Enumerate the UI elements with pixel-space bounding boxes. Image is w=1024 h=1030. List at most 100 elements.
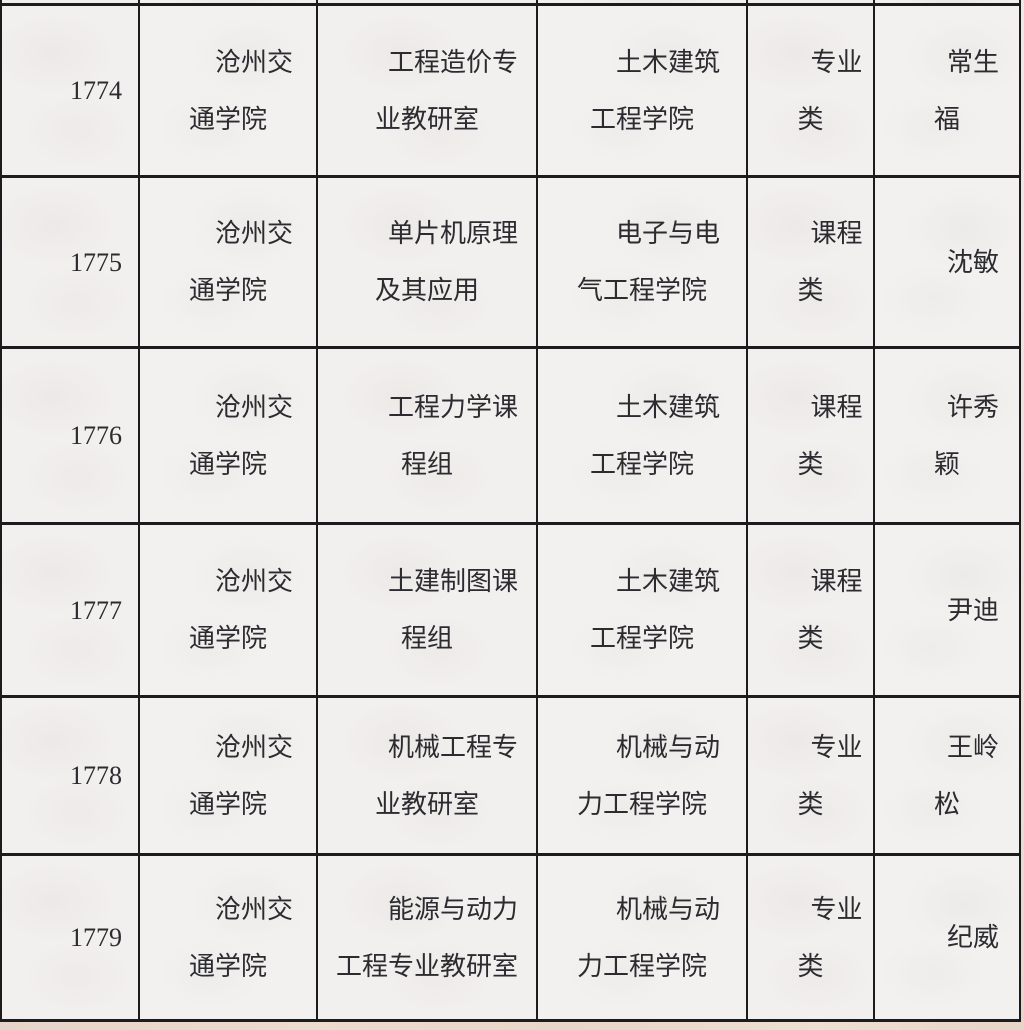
row-number-cell: 1778 — [2, 698, 140, 856]
cell-line: 类 — [797, 104, 824, 134]
cell-line: 工程力学课 — [387, 392, 518, 422]
cell-line: 课程 — [810, 392, 863, 422]
category-cell: 课程类 — [748, 178, 875, 349]
teaching-unit-cell: 工程力学课程组 — [318, 349, 538, 525]
cell-line: 类 — [797, 449, 824, 479]
college-cell: 土木建筑工程学院 — [538, 6, 748, 178]
school-cell: 沧州交通学院 — [140, 349, 318, 525]
leader-name-cell: 王岭松 — [875, 698, 1019, 856]
school-cell: 沧州交通学院 — [140, 6, 318, 178]
cell-line: 沈敏 — [946, 247, 999, 277]
cell-line: 沧州交 — [214, 567, 293, 596]
college-cell: 土木建筑工程学院 — [538, 349, 748, 525]
cell-line: 尹迪 — [946, 595, 999, 625]
teaching-unit-cell: 土建制图课 程组 — [318, 525, 538, 698]
cell-line: 专业 — [810, 47, 863, 77]
row-number-cell: 1779 — [2, 856, 140, 1022]
college-cell: 机械与动力工程学院 — [538, 698, 748, 856]
cell-line: 机械与动 — [615, 732, 720, 762]
cell-line: 业教研室 — [374, 789, 479, 819]
cell-line: 及其应用 — [374, 276, 479, 305]
school-cell: 沧州交通学院 — [140, 698, 318, 856]
cell-line: 工程专业教研室 — [335, 951, 518, 981]
category-cell: 课程类 — [748, 349, 875, 525]
row-number-cell: 1774 — [2, 6, 140, 178]
row-number-cell: 1777 — [2, 525, 140, 698]
leader-name-cell: 沈敏 — [875, 178, 1019, 349]
cropped-row-sliver-cell — [140, 0, 318, 6]
cell-line: 力工程学院 — [576, 789, 707, 819]
cell-line: 沧州交 — [214, 894, 293, 924]
cell-line: 土木建筑 — [615, 47, 720, 77]
cell-line: 机械与动 — [615, 894, 720, 924]
category-cell: 专业类 — [748, 856, 875, 1022]
college-cell: 土木建筑工程学院 — [538, 525, 748, 698]
cell-line: 工程造价专 — [387, 47, 518, 77]
cell-line: 土木建筑 — [615, 567, 720, 596]
leader-name-cell: 纪威 — [875, 856, 1019, 1022]
cell-line: 纪威 — [946, 923, 999, 952]
cropped-row-sliver-cell — [2, 0, 140, 6]
cell-line: 工程学院 — [589, 104, 694, 134]
school-cell: 沧州交通学院 — [140, 178, 318, 349]
cell-line: 通学院 — [188, 104, 267, 134]
cell-line: 福 — [933, 104, 960, 134]
cell-line: 业教研室 — [374, 104, 479, 134]
cell-line: 沧州交 — [214, 732, 293, 762]
cell-line: 单片机原理 — [387, 219, 518, 248]
cropped-row-sliver-cell — [875, 0, 1019, 6]
cell-line: 类 — [797, 624, 824, 653]
cell-line: 力工程学院 — [576, 951, 707, 981]
cell-line: 类 — [797, 951, 824, 981]
cell-line: 气工程学院 — [576, 276, 707, 305]
cell-line: 1775 — [70, 247, 122, 277]
cell-line: 颖 — [933, 449, 960, 479]
cell-line: 通学院 — [188, 624, 267, 653]
cell-line: 常生 — [946, 47, 999, 77]
cell-line: 电子与电 — [615, 219, 720, 248]
cell-line: 通学院 — [188, 789, 267, 819]
cell-line: 松 — [933, 789, 960, 819]
row-number-cell: 1775 — [2, 178, 140, 349]
teaching-unit-cell: 机械工程专业教研室 — [318, 698, 538, 856]
cell-line: 1778 — [70, 761, 122, 790]
category-cell: 专业类 — [748, 6, 875, 178]
cell-line: 通学院 — [188, 449, 267, 479]
row-number-cell: 1776 — [2, 349, 140, 525]
cell-line: 沧州交 — [214, 219, 293, 248]
college-cell: 机械与动力工程学院 — [538, 856, 748, 1022]
cell-line: 专业 — [810, 732, 863, 762]
page-margin-bottom — [0, 1022, 1024, 1030]
cell-line: 1777 — [70, 595, 122, 625]
cell-line: 程组 — [400, 449, 453, 479]
cell-line: 王岭 — [946, 732, 999, 762]
leader-name-cell: 常生福 — [875, 6, 1019, 178]
cell-line: 沧州交 — [214, 47, 293, 77]
cell-line: 能源与动力 — [387, 894, 518, 924]
cell-line: 机械工程专 — [387, 732, 518, 762]
school-cell: 沧州交 通学院 — [140, 856, 318, 1022]
cell-line: 许秀 — [946, 392, 999, 422]
teaching-unit-cell: 工程造价专业教研室 — [318, 6, 538, 178]
page-margin-right — [1021, 0, 1024, 1022]
leader-name-cell: 尹迪 — [875, 525, 1019, 698]
cell-line: 沧州交 — [214, 392, 293, 422]
leader-name-cell: 许秀颖 — [875, 349, 1019, 525]
cell-line: 课程 — [810, 567, 863, 596]
cell-line: 工程学院 — [589, 624, 694, 653]
category-cell: 专业类 — [748, 698, 875, 856]
cell-line: 1776 — [70, 421, 122, 450]
teaching-unit-cell: 单片机原理及其应用 — [318, 178, 538, 349]
cell-line: 程组 — [400, 624, 453, 653]
teaching-unit-cell: 能源与动力工程专业教研室 — [318, 856, 538, 1022]
school-cell: 沧州交通学院 — [140, 525, 318, 698]
college-cell: 电子与电气工程学院 — [538, 178, 748, 349]
cell-line: 土木建筑 — [615, 392, 720, 422]
cropped-row-sliver-cell — [748, 0, 875, 6]
cell-line: 专业 — [810, 894, 863, 924]
cell-line: 通学院 — [188, 276, 267, 305]
cell-line: 工程学院 — [589, 449, 694, 479]
cell-line: 类 — [797, 276, 824, 305]
